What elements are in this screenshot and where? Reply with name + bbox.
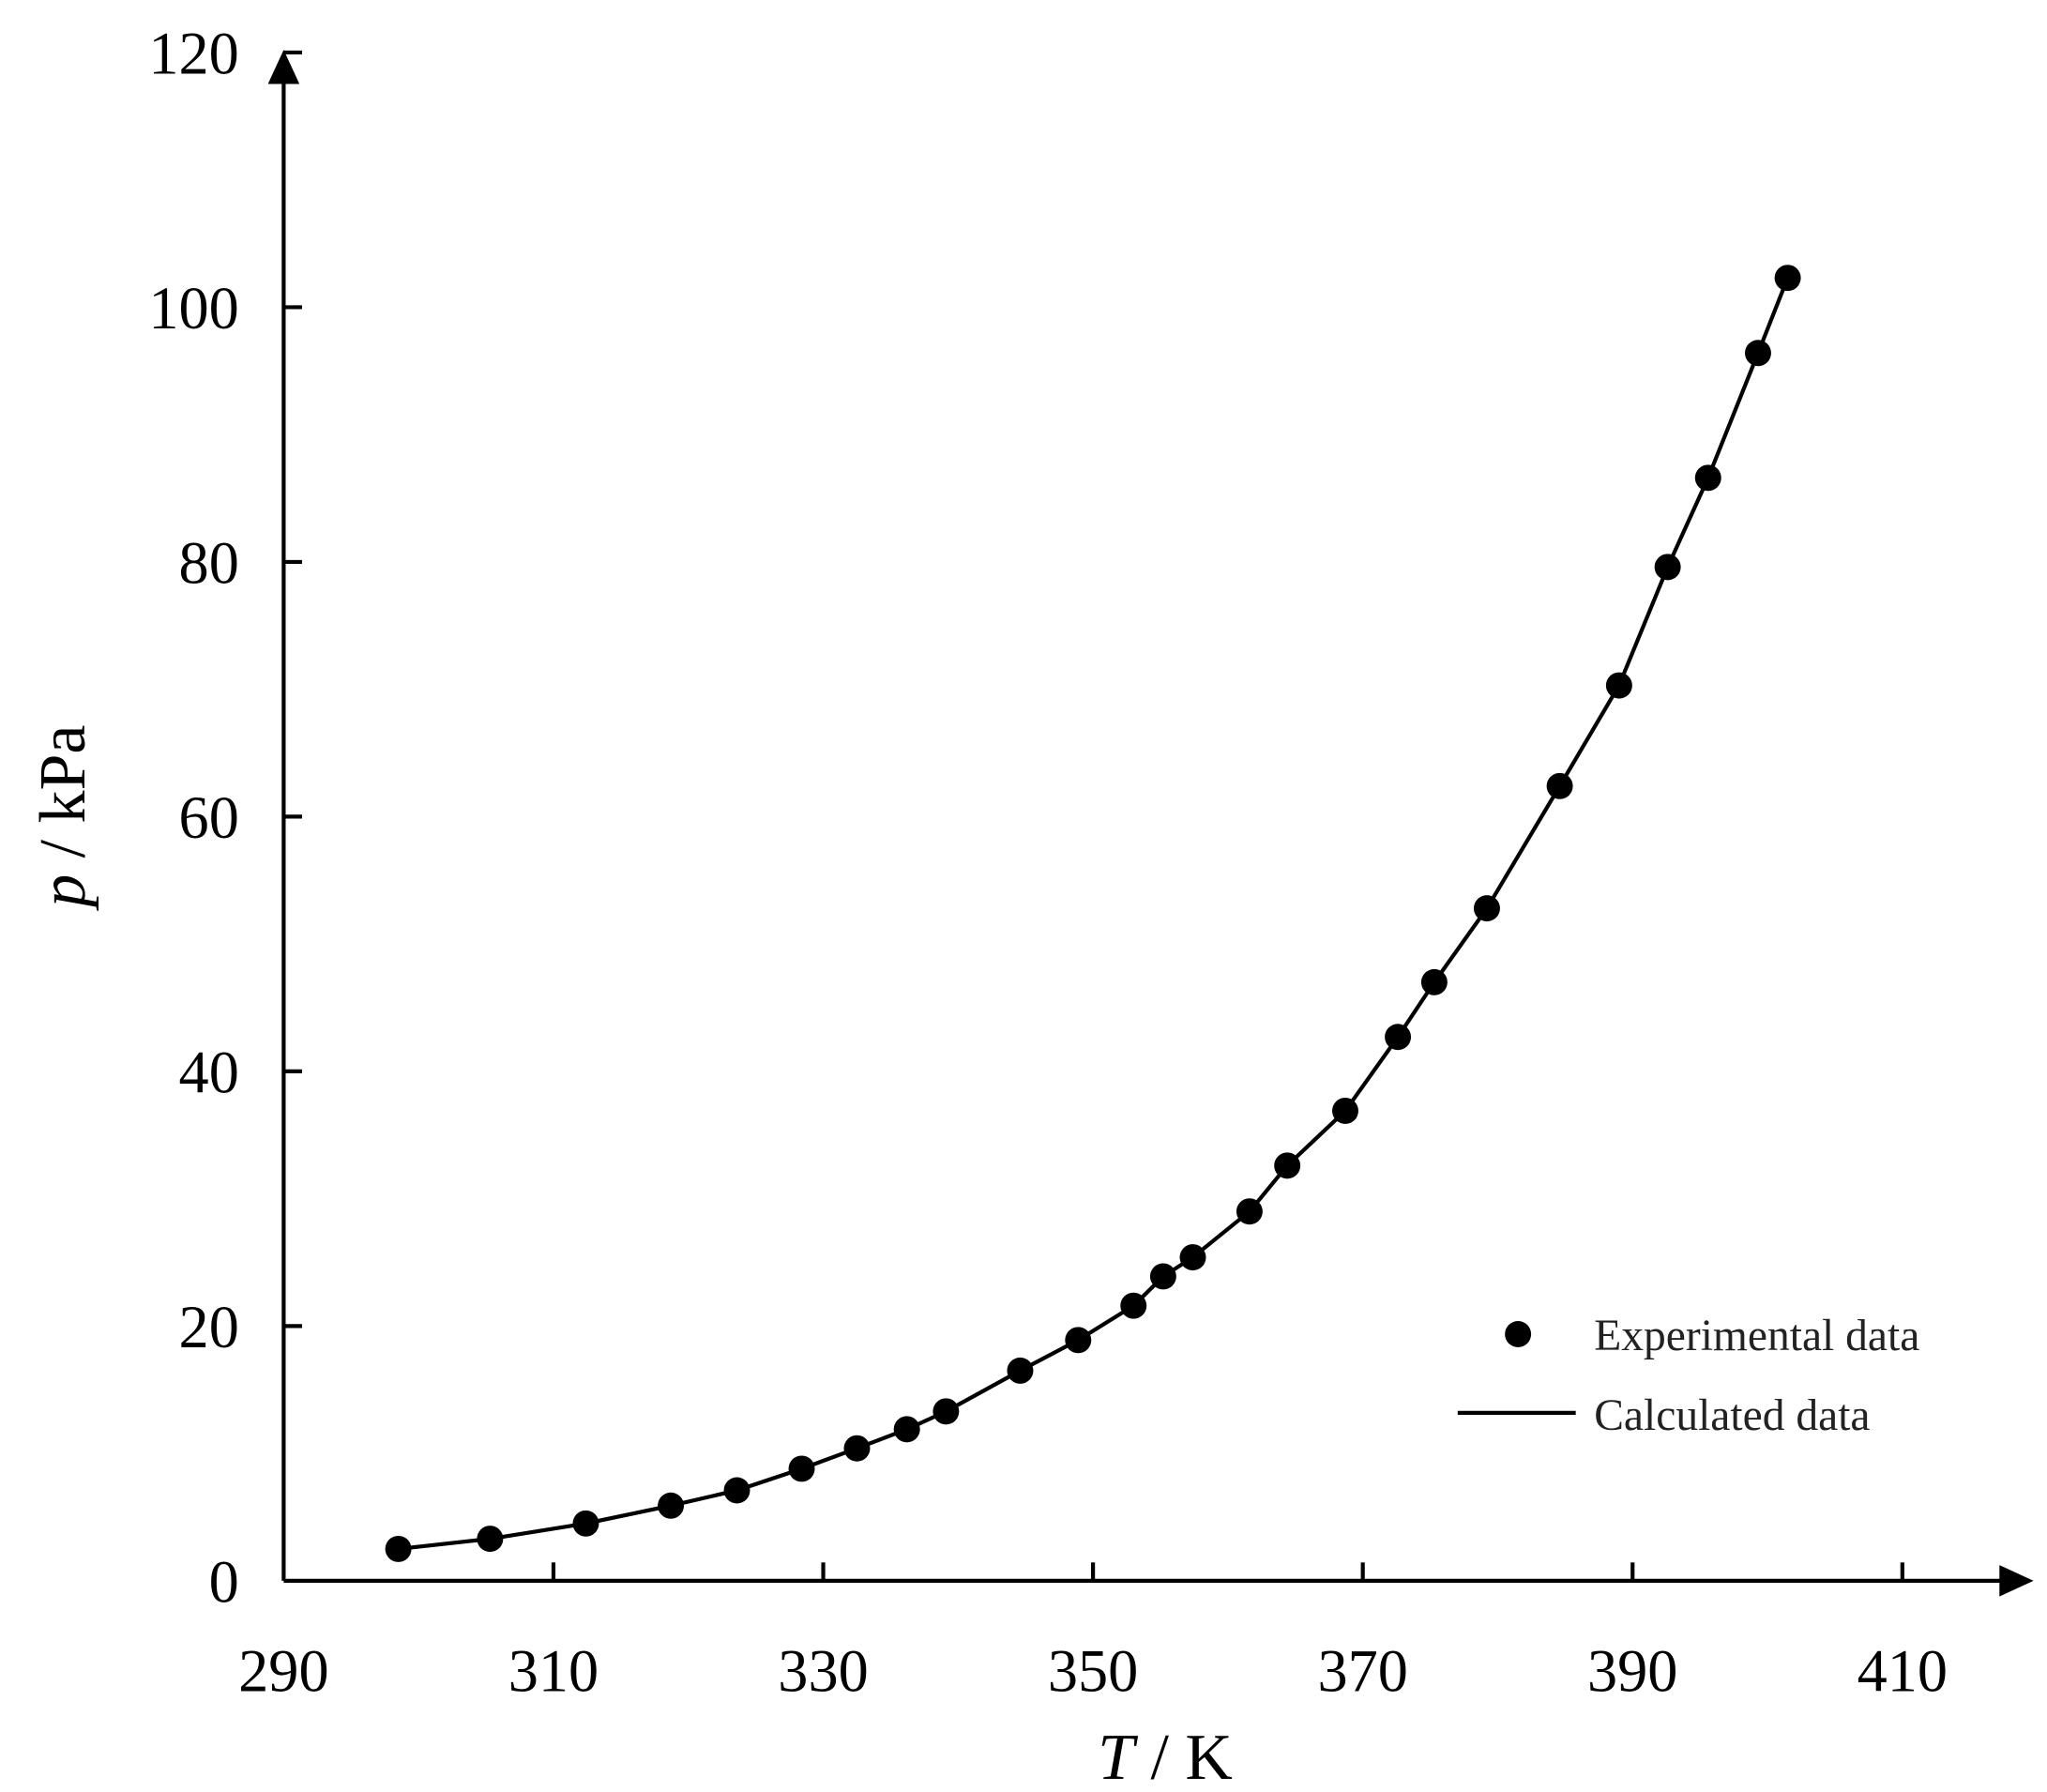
experimental-data-point: [1744, 340, 1771, 367]
y-tick-label: 0: [209, 1548, 239, 1615]
x-tick-label: 290: [238, 1637, 328, 1704]
experimental-data-point: [1694, 464, 1721, 492]
experimental-data-point: [572, 1510, 599, 1537]
x-tick-label: 350: [1048, 1637, 1138, 1704]
x-axis-arrow: [1999, 1565, 2034, 1597]
x-tick-label: 330: [778, 1637, 868, 1704]
experimental-data-point: [1605, 672, 1632, 699]
experimental-data-point: [1420, 968, 1448, 995]
x-tick-label: 310: [508, 1637, 599, 1704]
y-tick-label: 80: [179, 529, 239, 596]
experimental-data-point: [1473, 895, 1500, 922]
experimental-data-point: [933, 1398, 960, 1425]
experimental-data-point: [1149, 1263, 1176, 1290]
legend-label-experimental: Experimental data: [1594, 1312, 1919, 1360]
x-tick-label: 390: [1587, 1637, 1677, 1704]
y-tick-label: 20: [179, 1294, 239, 1360]
x-tick-label: 410: [1857, 1637, 1948, 1704]
experimental-data-point: [1179, 1244, 1206, 1271]
experimental-data-point: [1274, 1152, 1301, 1179]
experimental-data-point: [1065, 1327, 1092, 1354]
experimental-data-point: [893, 1416, 920, 1443]
experimental-data-point: [788, 1455, 815, 1482]
calculated-data-line: [398, 277, 1790, 1551]
y-tick-label: 40: [179, 1039, 239, 1105]
experimental-data-point: [1654, 554, 1681, 581]
x-tick-label: 370: [1317, 1637, 1407, 1704]
experimental-data-point: [843, 1435, 871, 1462]
experimental-data-point: [1120, 1292, 1147, 1319]
experimental-data-point: [1236, 1198, 1263, 1225]
experimental-data-point: [658, 1492, 685, 1519]
y-tick-label: 120: [148, 20, 238, 86]
y-axis-arrow: [267, 50, 300, 84]
legend-label-calculated: Calculated data: [1594, 1391, 1870, 1440]
experimental-data-point: [1385, 1024, 1412, 1051]
y-tick-label: 100: [148, 275, 238, 342]
experimental-data-point: [1332, 1097, 1358, 1124]
legend: Experimental data Calculated data: [1457, 1312, 1919, 1440]
experimental-data-point: [723, 1477, 751, 1504]
axes: [267, 50, 2034, 1597]
experimental-data-point: [1546, 772, 1573, 799]
legend-marker-experimental: [1505, 1321, 1532, 1347]
y-tick-label: 60: [179, 784, 239, 851]
x-axis-label: T / K: [1098, 1722, 1233, 1792]
experimental-data-point: [477, 1526, 504, 1553]
y-axis-label: p / kPa: [27, 725, 99, 912]
experimental-data-point: [1007, 1357, 1034, 1384]
experimental-data-point: [1774, 265, 1801, 292]
experimental-data-point: [385, 1535, 412, 1562]
